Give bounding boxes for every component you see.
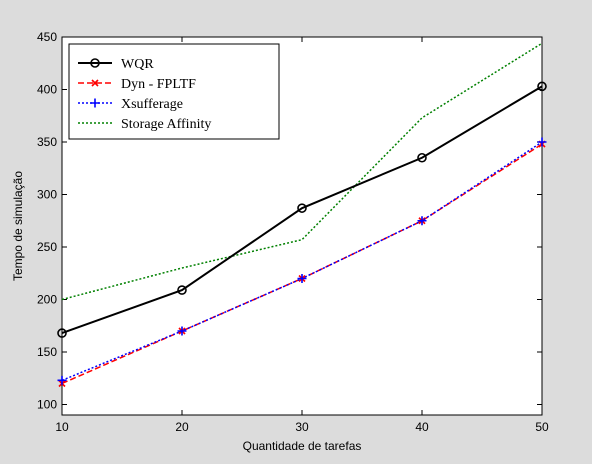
x-tick-label: 40 — [415, 420, 429, 434]
x-axis-label: Quantidade de tarefas — [243, 439, 362, 453]
y-tick-label: 400 — [37, 83, 57, 97]
data-point-circle — [177, 285, 187, 295]
x-tick-label: 10 — [55, 420, 69, 434]
y-axis-ticks: 100 150 200 250 300 350 400 450 — [37, 30, 542, 412]
legend-label: Dyn - FPLTF — [121, 77, 196, 92]
legend-label: WQR — [121, 57, 154, 72]
series-line — [61, 85, 543, 335]
legend-item: Storage Affinity — [78, 117, 211, 132]
y-tick-label: 300 — [37, 188, 57, 202]
x-axis-ticks: 10 20 30 40 50 — [55, 37, 549, 434]
y-tick-label: 100 — [37, 398, 57, 412]
series-xsufferage — [57, 137, 547, 385]
y-tick-label: 250 — [37, 240, 57, 254]
data-point-plus — [537, 137, 547, 147]
data-point-circle — [417, 152, 427, 163]
y-tick-label: 450 — [37, 30, 57, 44]
y-tick-label: 350 — [37, 135, 57, 149]
data-point-plus — [177, 326, 187, 336]
legend: WQR Dyn - FPLTF Xsufferage Storage Affinity — [68, 43, 280, 140]
y-tick-label: 150 — [37, 345, 57, 359]
series-wqr — [57, 81, 547, 338]
legend-item: WQR — [78, 57, 154, 72]
data-point-circle — [537, 81, 547, 92]
series-storage-affinity — [61, 42, 543, 301]
y-axis-label: Tempo de simulação — [11, 171, 25, 281]
legend-item: Dyn - FPLTF — [78, 77, 196, 92]
data-point-circle — [57, 328, 67, 338]
y-tick-label: 200 — [37, 293, 57, 307]
x-tick-label: 30 — [295, 420, 309, 434]
data-point-plus — [90, 98, 100, 108]
x-tick-label: 50 — [535, 420, 549, 434]
x-tick-label: 20 — [175, 420, 189, 434]
data-point-plus — [57, 375, 67, 385]
series-layer — [57, 42, 547, 388]
data-point-circle — [297, 203, 307, 213]
data-point-plus — [297, 274, 307, 283]
series-line — [61, 42, 543, 301]
legend-label: Xsufferage — [121, 97, 183, 112]
legend-item: Xsufferage — [78, 97, 183, 112]
data-point-x — [91, 79, 99, 87]
data-point-circle — [90, 58, 100, 68]
legend-label: Storage Affinity — [121, 117, 211, 132]
data-point-plus — [417, 216, 427, 226]
